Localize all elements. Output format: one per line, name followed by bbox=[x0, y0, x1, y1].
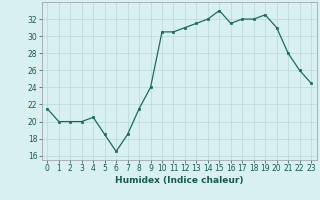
X-axis label: Humidex (Indice chaleur): Humidex (Indice chaleur) bbox=[115, 176, 244, 185]
